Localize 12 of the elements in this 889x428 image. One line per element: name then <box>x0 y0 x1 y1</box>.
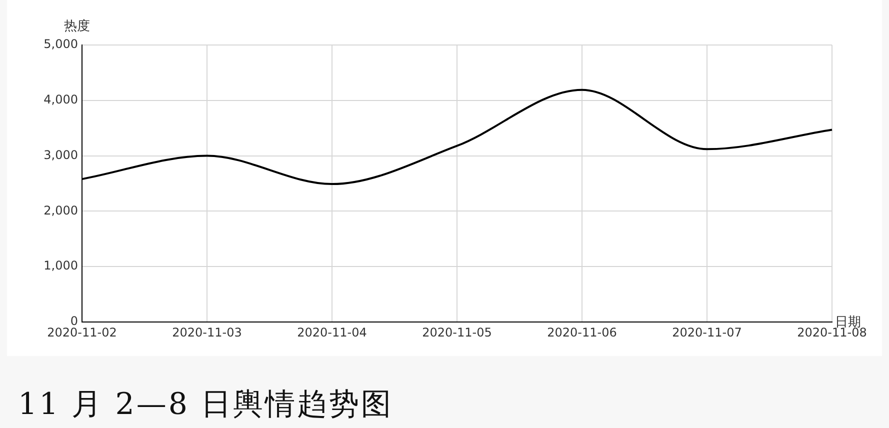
y-tick-label: 2,000 <box>44 203 78 218</box>
y-axis-title: 热度 <box>64 18 90 34</box>
x-tick-label: 2020-11-07 <box>672 325 742 340</box>
x-tick-label: 2020-11-06 <box>547 325 617 340</box>
x-tick-label: 2020-11-03 <box>172 325 242 340</box>
x-tick-label: 2020-11-05 <box>422 325 492 340</box>
y-tick-label: 5,000 <box>44 37 78 52</box>
y-tick-label: 1,000 <box>44 258 78 273</box>
y-tick-label: 4,000 <box>44 92 78 107</box>
x-tick-label: 2020-11-04 <box>297 325 367 340</box>
text: 11 月 2—8 日輿情趋势图 <box>18 386 394 424</box>
y-tick-label: 3,000 <box>44 148 78 162</box>
